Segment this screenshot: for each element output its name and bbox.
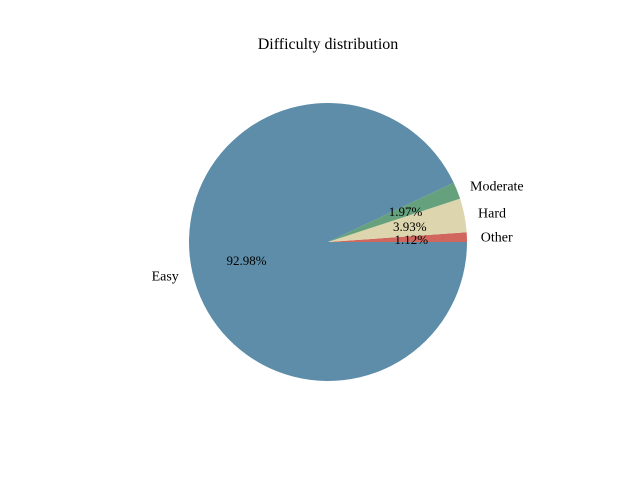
chart-title: Difficulty distribution (258, 36, 399, 53)
slice-pct-moderate: 1.97% (389, 204, 423, 219)
slice-label-other: Other (481, 231, 513, 246)
slice-pct-easy: 92.98% (227, 253, 267, 268)
pie-labels: Other 1.12% Hard 3.93% Moderate 1.97% Easy 92.9… (152, 179, 524, 284)
slice-label-moderate: Moderate (470, 179, 524, 194)
pie-slice-easy (189, 102, 468, 381)
pie-slices (189, 102, 468, 381)
slice-label-easy: Easy (152, 269, 179, 284)
pie-slice-hard (328, 198, 467, 242)
pie-slice-other (328, 232, 468, 242)
slice-label-hard: Hard (478, 207, 506, 222)
slice-pct-other: 1.12% (395, 232, 429, 247)
slice-pct-hard: 3.93% (393, 219, 427, 234)
pie-slice-moderate (328, 182, 461, 242)
